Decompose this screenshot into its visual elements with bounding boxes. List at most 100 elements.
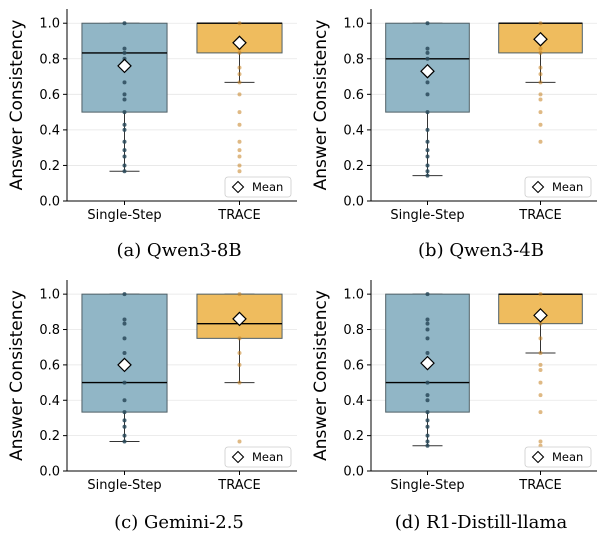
data-point (538, 122, 543, 127)
mean-marker (232, 35, 247, 51)
data-point (425, 163, 430, 168)
data-point (237, 72, 242, 77)
data-point (237, 336, 242, 341)
data-point (538, 393, 543, 398)
box-single-step (81, 21, 168, 174)
box-trace (498, 21, 583, 144)
data-point (538, 80, 543, 85)
legend-mean-icon (531, 180, 545, 194)
y-tick-label: 1.0 (39, 17, 60, 32)
data-point (425, 292, 430, 297)
box-single-step (81, 292, 168, 444)
legend-frame (524, 176, 592, 198)
data-point (122, 336, 127, 341)
y-axis-label: Answer Consistency (7, 20, 27, 191)
data-point (122, 97, 127, 102)
data-point (122, 424, 127, 429)
y-tick-label: 0.2 (343, 429, 364, 444)
data-point (122, 439, 127, 444)
data-point (425, 21, 430, 26)
data-point (237, 351, 242, 356)
data-point (538, 92, 543, 97)
y-tick-label: 1.0 (343, 288, 364, 303)
y-tick-label: 0.0 (343, 195, 364, 210)
data-point (425, 46, 430, 51)
box-trace (498, 292, 583, 448)
data-point (425, 173, 430, 178)
data-point (425, 398, 430, 403)
data-point (122, 21, 127, 26)
data-point (122, 92, 127, 97)
data-point (538, 410, 543, 415)
data-point (425, 110, 430, 115)
x-tick-label: TRACE (217, 478, 260, 493)
data-point (425, 443, 430, 448)
legend: Mean (524, 176, 592, 198)
data-point (237, 439, 242, 444)
data-point (425, 321, 430, 326)
data-point (122, 410, 127, 415)
data-point (425, 418, 430, 423)
data-point (425, 327, 430, 332)
y-tick-label: 0.0 (39, 195, 60, 210)
panel-qwen3-4b: 0.0 0.2 0.4 0.6 0.8 1.0 Answer Consistency Sing… (311, 9, 597, 261)
y-tick-label: 1.0 (343, 17, 364, 32)
x-tick-label: Single-Step (390, 208, 464, 223)
data-point (425, 393, 430, 398)
data-point (122, 80, 127, 85)
y-tick-label: 0.6 (343, 358, 364, 373)
data-point (122, 351, 127, 356)
legend-frame (224, 176, 292, 198)
data-point (425, 317, 430, 322)
y-tick-label: 0.4 (343, 123, 364, 138)
data-point (122, 154, 127, 159)
data-point (538, 321, 543, 326)
panel-caption: (d) R1-Distill-llama (395, 512, 568, 533)
y-tick-label: 0.2 (39, 159, 60, 174)
data-point (237, 292, 242, 297)
data-point (425, 351, 430, 356)
data-point (122, 292, 127, 297)
y-tick-label: 1.0 (39, 288, 60, 303)
mean-marker (117, 357, 132, 373)
panel-caption: (c) Gemini-2.5 (114, 512, 244, 533)
y-tick-label: 0.4 (39, 123, 60, 138)
mean-marker (420, 63, 435, 79)
x-tick-label: TRACE (217, 208, 260, 223)
y-tick-label: 0.6 (343, 88, 364, 103)
box-trace (196, 292, 283, 444)
panel-r1-distill-llama: 0.0 0.2 0.4 0.6 0.8 1.0 Answer Consistency Sing… (311, 280, 597, 533)
data-point (425, 424, 430, 429)
y-tick-label: 0.4 (39, 394, 60, 409)
data-point (538, 21, 543, 26)
data-point (122, 50, 127, 55)
data-point (122, 433, 127, 438)
data-point (538, 368, 543, 373)
data-point (425, 139, 430, 144)
box-trace (196, 21, 283, 174)
data-point (425, 380, 430, 385)
data-point (538, 380, 543, 385)
x-tick-label: TRACE (518, 478, 561, 493)
legend: Mean (524, 446, 592, 468)
legend-frame (524, 446, 592, 468)
data-point (122, 122, 127, 127)
data-point (425, 148, 430, 153)
data-point (237, 362, 242, 367)
legend-mean-icon (231, 450, 245, 464)
data-point (538, 362, 543, 367)
legend: Mean (224, 446, 292, 468)
data-point (538, 46, 543, 51)
data-point (538, 72, 543, 77)
x-tick-label: Single-Step (87, 208, 161, 223)
legend-mean-icon (531, 450, 545, 464)
data-point (122, 321, 127, 326)
y-tick-label: 0.6 (39, 88, 60, 103)
data-point (538, 439, 543, 444)
data-point (538, 139, 543, 144)
y-tick-label: 0.8 (39, 323, 60, 338)
y-tick-label: 0.8 (343, 52, 364, 67)
data-point (538, 336, 543, 341)
data-point (237, 380, 242, 385)
x-tick-label: TRACE (518, 208, 561, 223)
